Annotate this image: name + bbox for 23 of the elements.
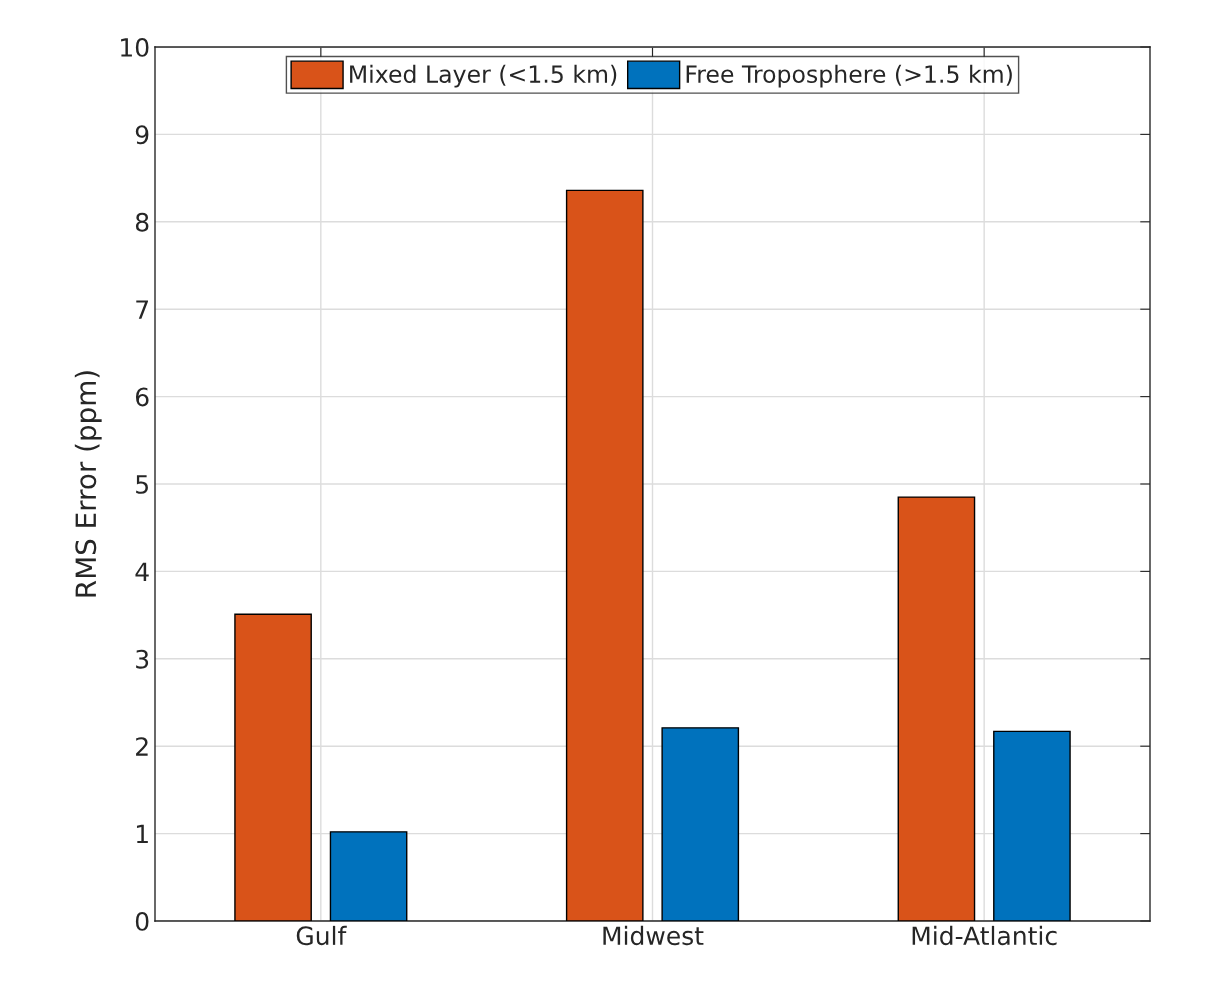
- y-tick-label: 1: [136, 824, 148, 844]
- bar: [234, 613, 312, 921]
- bar: [993, 730, 1071, 921]
- bar: [565, 189, 644, 921]
- y-tick-label: 3: [136, 649, 149, 669]
- y-tick-label: 9: [135, 125, 149, 145]
- y-tick-label: 6: [135, 387, 149, 407]
- y-tick-label: 2: [136, 737, 148, 756]
- y-tick-label: 5: [136, 475, 148, 494]
- x-tick-label: Midwest: [603, 925, 704, 946]
- bar: [897, 496, 976, 921]
- y-tick-label: 7: [136, 300, 148, 319]
- legend-label: Free Troposphere (>1.5 km): [686, 64, 1012, 88]
- bar: [329, 831, 408, 921]
- x-tick-label: Mid-Atlantic: [912, 925, 1057, 946]
- y-tick-label: 10: [121, 37, 149, 57]
- legend-label: Mixed Layer (<1.5 km): [350, 64, 617, 88]
- y-axis-title: RMS Error (ppm): [74, 371, 102, 597]
- y-tick-label: 0: [135, 911, 149, 931]
- x-tick-label: Gulf: [296, 925, 347, 946]
- y-tick-label: 8: [135, 212, 149, 232]
- bar: [661, 727, 740, 921]
- y-tick-label: 4: [135, 562, 149, 581]
